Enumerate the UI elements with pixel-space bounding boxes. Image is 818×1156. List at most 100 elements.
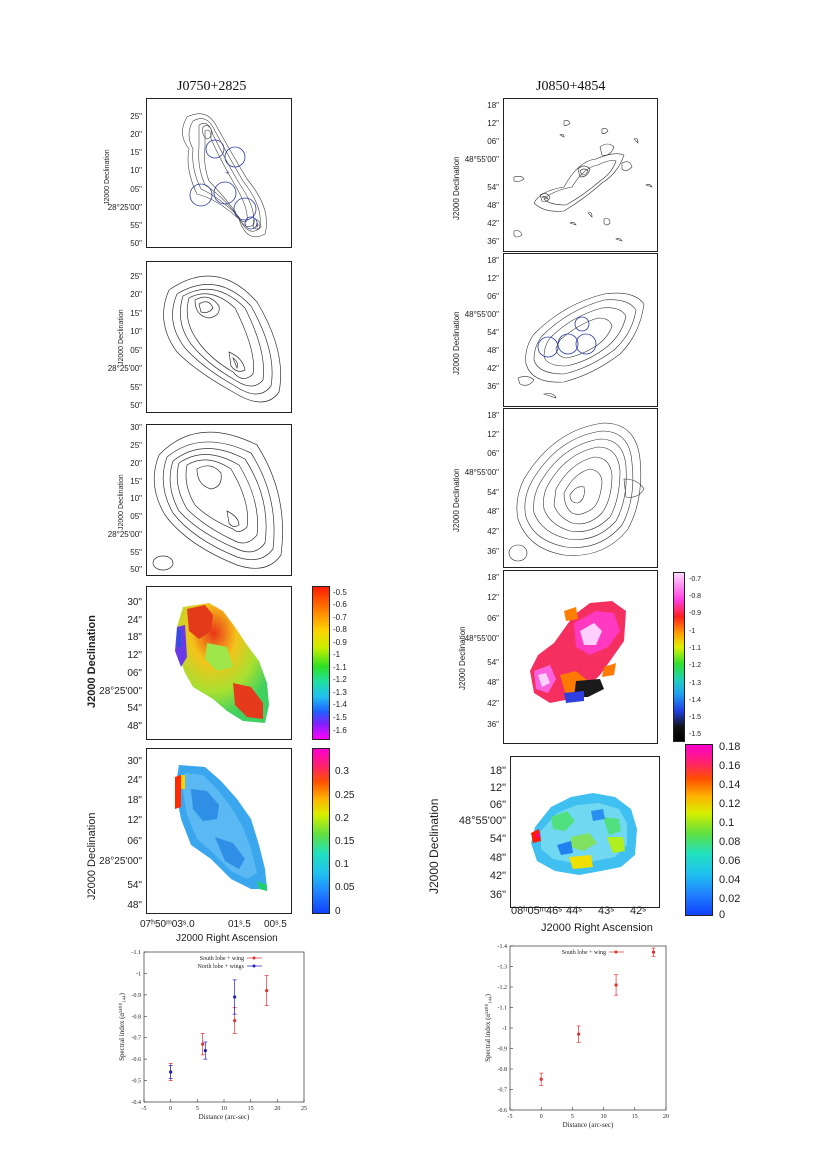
left-cb1-tick: -0.6: [333, 600, 347, 609]
left-contour-panel-1: +: [146, 98, 292, 248]
error-map-pixels: [531, 793, 637, 875]
x-tick-label: 20: [274, 1106, 280, 1112]
right-p1-tick: 06": [487, 137, 499, 146]
left-p2-dec-label: J2000 Declination: [118, 309, 125, 365]
left-p4-tick: 18": [127, 632, 142, 643]
data-point: [233, 1018, 237, 1023]
legend-marker: [614, 950, 618, 954]
right-title: J0850+4854: [536, 79, 606, 94]
y-tick-label: -1: [136, 971, 141, 977]
left-cb1-tick: -0.9: [333, 638, 347, 647]
data-point: [203, 1048, 207, 1053]
spectral-index-pixels: [530, 601, 626, 703]
left-plot-svg: -5 0 5 10 15 20 25 -1.1 -1 -0.9 -0.8 -0.7 -0.6 -0.5 -0…: [118, 950, 307, 1121]
right-p1-tick: 48°55'00": [464, 155, 499, 164]
right-contour-panel-3: [503, 408, 658, 568]
contour-map: [163, 275, 282, 403]
left-p5-tick: 30": [127, 756, 142, 767]
left-spectral-index-plot: -5 0 5 10 15 20 25 -1.1 -1 -0.9 -0.8 -0.7 -0.6 -0.5 -0…: [104, 944, 314, 1130]
right-p4-tick: 48": [487, 678, 499, 687]
right-p1-tick: 36": [487, 237, 499, 246]
right-p5-tick: 42": [489, 870, 506, 882]
right-ra-tick: 08ʰ05ᵐ46ˢ: [511, 905, 562, 917]
left-ra-tick: 07ʰ50ᵐ03ˢ.0: [140, 919, 195, 930]
right-cb1-tick: -1.5: [689, 731, 702, 738]
left-p2-tick: 50": [130, 401, 142, 410]
x-tick-label: 0: [540, 1114, 543, 1120]
y-tick-label: -0.9: [498, 1047, 508, 1053]
contour-map: +: [182, 113, 267, 238]
left-spectral-index-map: [146, 586, 292, 740]
right-p4-tick: 54": [487, 658, 499, 667]
left-p3-tick: 05": [130, 512, 142, 521]
left-p1-tick: 55": [130, 221, 142, 230]
right-p3-tick: 18": [487, 411, 499, 420]
right-cb1-tick: -1.1: [689, 645, 702, 652]
x-tick-label: -5: [508, 1114, 513, 1120]
right-contour-panel-2: [503, 253, 658, 407]
right-cb1-tick: -0.7: [689, 576, 702, 583]
contour-map: [508, 422, 645, 562]
right-cb2-tick: 0.04: [719, 874, 741, 886]
y-tick-label: -0.4: [132, 1100, 142, 1106]
spectral-index-pixels: [175, 603, 269, 723]
right-p1-tick: 12": [487, 119, 499, 128]
x-tick-label: 0: [169, 1106, 172, 1112]
x-axis-label: Distance (arc-sec): [199, 1113, 250, 1121]
y-tick-label: -0.9: [132, 993, 142, 999]
y-tick-label: -0.8: [498, 1067, 508, 1073]
data-point: [169, 1070, 173, 1074]
right-cb2-tick: 0.16: [719, 760, 741, 772]
right-contour-panel-1: [503, 98, 658, 252]
left-cb1-tick: -1.4: [333, 700, 347, 709]
x-tick-label: 10: [221, 1106, 227, 1112]
left-p3-dec-label: J2000 Declination: [118, 474, 125, 530]
right-cb2-tick: 0.02: [719, 893, 741, 905]
left-cb2-tick: 0.1: [335, 859, 349, 870]
left-p1-dec-label: J2000 Declination: [104, 149, 111, 205]
left-p2-tick: 15": [130, 309, 142, 318]
right-p3-tick: 12": [487, 430, 499, 439]
right-cb1-tick: -1.2: [689, 662, 702, 669]
left-cb2-tick: 0: [335, 906, 341, 917]
right-cb2-tick: 0.18: [719, 741, 741, 753]
y-tick-label: -0.5: [132, 1079, 142, 1085]
left-contour-panel-3: [146, 424, 292, 576]
left-title: J0750+2825: [177, 79, 247, 94]
right-ra-tick: 43ˢ: [598, 905, 614, 917]
legend-entry: South lobe + wing: [562, 950, 606, 956]
legend-marker: [252, 956, 256, 960]
left-ra-tick: 01ˢ.5: [228, 919, 251, 930]
left-p4-tick: 06": [127, 668, 142, 679]
y-axis-label: Spectral index (α¹⁴⁰⁰₁₄₄): [118, 992, 126, 1060]
right-spectral-index-map: [503, 570, 658, 744]
y-tick-label: -0.6: [132, 1057, 142, 1063]
right-p4-tick: 48°55'00": [464, 634, 499, 643]
y-tick-label: -0.6: [498, 1108, 508, 1114]
left-colorbar-spectral: [312, 586, 330, 740]
left-cb1-tick: -1.6: [333, 726, 347, 735]
right-p2-tick: 12": [487, 274, 499, 283]
right-cb2-tick: 0.12: [719, 798, 741, 810]
left-cb1-tick: -1.5: [333, 713, 347, 722]
left-cb1-tick: -1.2: [333, 675, 347, 684]
plot-frame: [143, 951, 305, 1103]
right-p2-tick: 54": [487, 328, 499, 337]
left-p4-tick: 12": [127, 650, 142, 661]
right-p5-tick: 36": [489, 889, 506, 901]
x-tick-label: -5: [142, 1106, 147, 1112]
left-p3-tick: 10": [130, 494, 142, 503]
right-error-map: [510, 756, 660, 908]
legend-marker: [252, 964, 256, 968]
right-p5-dec-label: J2000 Declination: [427, 798, 441, 894]
x-tick-label: 15: [632, 1114, 638, 1120]
data-point: [201, 1042, 205, 1046]
right-p1-tick: 48": [487, 201, 499, 210]
x-tick-label: 10: [601, 1114, 607, 1120]
right-cb2-tick: 0.08: [719, 836, 741, 848]
left-p3-tick: 20": [130, 459, 142, 468]
left-cb1-tick: -0.8: [333, 625, 347, 634]
left-ra-tick: 00ˢ.5: [264, 919, 287, 930]
left-cb2-tick: 0.3: [335, 766, 349, 777]
right-p4-tick: 36": [487, 720, 499, 729]
